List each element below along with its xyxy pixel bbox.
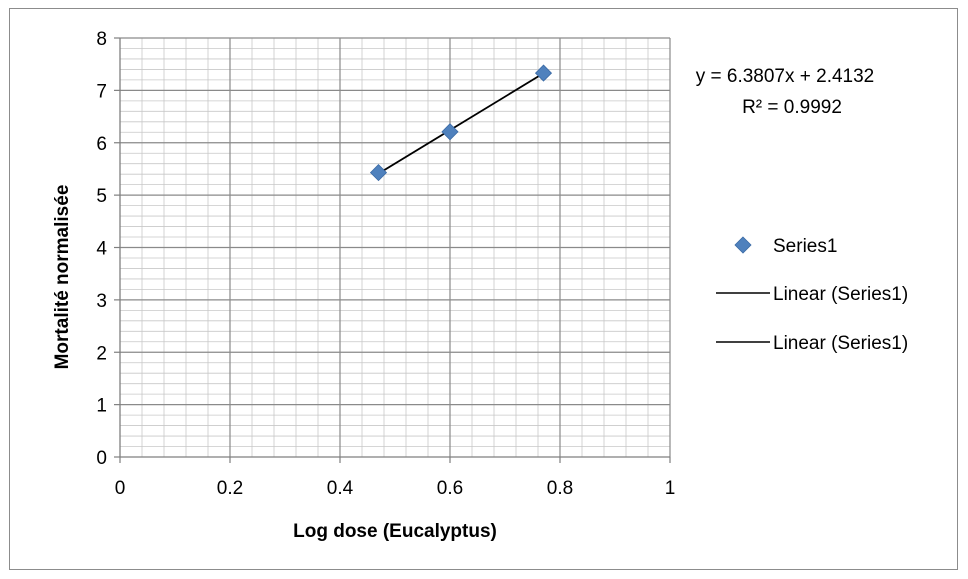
y-tick-label: 5 bbox=[96, 186, 107, 207]
data-point-diamond bbox=[534, 64, 553, 82]
trendline bbox=[378, 72, 544, 175]
x-tick-labels: 0 0.2 0.4 0.6 0.8 1 bbox=[115, 478, 676, 499]
legend-label-linear-2: Linear (Series1) bbox=[773, 333, 908, 354]
x-tick-label: 0.2 bbox=[217, 478, 243, 499]
axes bbox=[114, 37, 671, 463]
legend-item-linear-2: Linear (Series1) bbox=[716, 333, 908, 354]
data-point-diamond bbox=[369, 164, 388, 182]
y-tick-label: 7 bbox=[96, 81, 107, 102]
trendline-r-squared: R² = 0.9992 bbox=[742, 97, 842, 118]
x-tick-label: 0.8 bbox=[547, 478, 573, 499]
trendline-group bbox=[378, 72, 544, 175]
legend-item-linear-1: Linear (Series1) bbox=[716, 284, 908, 305]
y-tick-label: 2 bbox=[96, 343, 107, 364]
legend-label-linear-1: Linear (Series1) bbox=[773, 284, 908, 305]
y-tick-label: 4 bbox=[96, 239, 107, 260]
y-tick-label: 3 bbox=[96, 291, 107, 312]
x-axis-title: Log dose (Eucalyptus) bbox=[293, 521, 497, 542]
legend-item-series1: Series1 bbox=[734, 236, 837, 257]
y-tick-label: 0 bbox=[96, 448, 107, 469]
legend-diamond-icon bbox=[734, 236, 752, 254]
y-tick-labels: 0 1 2 3 4 5 6 7 8 bbox=[96, 29, 107, 469]
y-axis-title: Mortalité normalisée bbox=[52, 185, 73, 370]
legend-label-series1: Series1 bbox=[773, 236, 837, 257]
x-tick-label: 0 bbox=[115, 478, 126, 499]
data-point-diamond bbox=[441, 123, 459, 141]
y-tick-label: 1 bbox=[96, 396, 107, 417]
trendline-equation: y = 6.3807x + 2.4132 bbox=[696, 66, 875, 87]
y-tick-label: 8 bbox=[96, 29, 107, 50]
legend: Series1 Linear (Series1) Linear (Series1… bbox=[716, 236, 908, 354]
data-points bbox=[369, 64, 553, 182]
y-tick-label: 6 bbox=[96, 134, 107, 155]
x-tick-label: 0.6 bbox=[437, 478, 463, 499]
major-gridlines bbox=[120, 37, 671, 457]
x-tick-label: 0.4 bbox=[327, 478, 354, 499]
x-tick-label: 1 bbox=[665, 478, 676, 499]
